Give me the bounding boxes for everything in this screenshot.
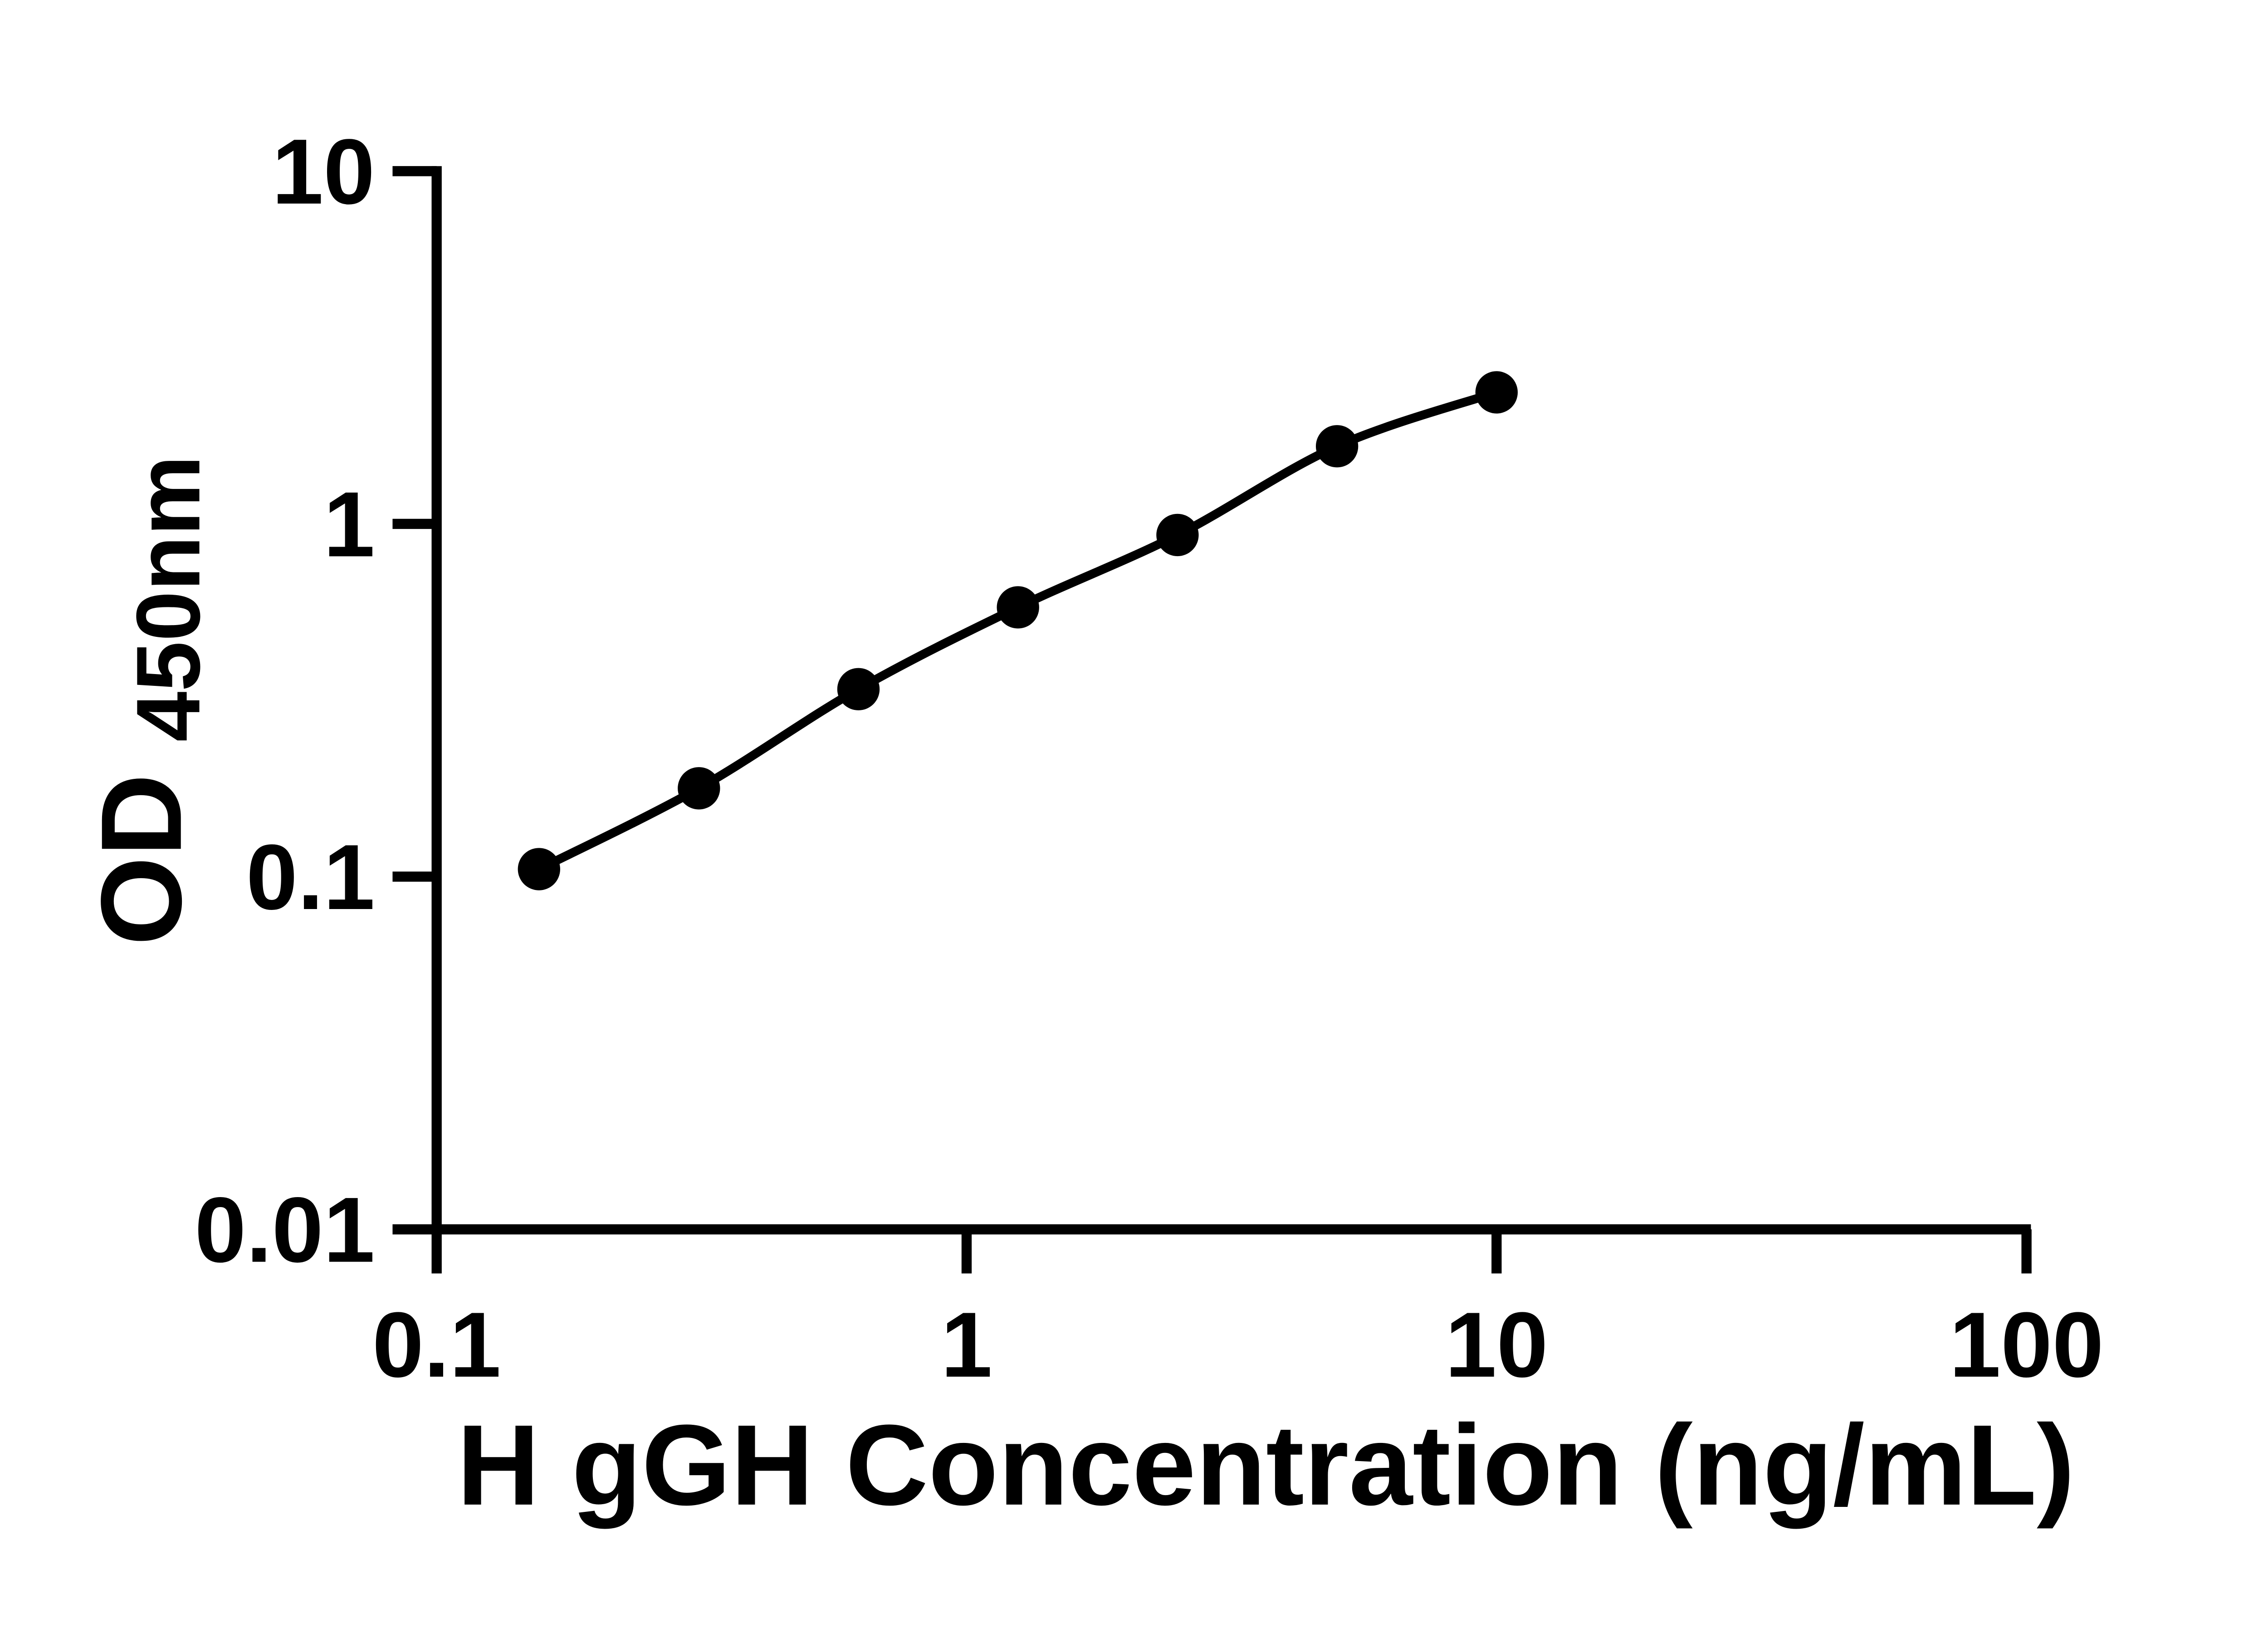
- x-tick-label: 100: [1949, 1293, 2104, 1397]
- x-axis-title: H gGH Concentration (ng/mL): [457, 1401, 2075, 1529]
- data-point: [1475, 371, 1518, 414]
- data-point: [518, 848, 560, 890]
- data-series: [518, 371, 1518, 890]
- x-tick-label: 1: [941, 1293, 992, 1397]
- y-axis-title-subscript: 450nm: [118, 455, 219, 742]
- data-point: [837, 668, 880, 710]
- x-tick-label: 10: [1445, 1293, 1548, 1397]
- x-axis-ticks: 0.1 1 10 100: [372, 1229, 2104, 1397]
- y-axis-title: OD 450nm: [77, 455, 219, 946]
- y-axis-title-main: OD: [77, 774, 205, 946]
- data-point: [997, 586, 1039, 629]
- data-point: [1315, 425, 1359, 468]
- y-tick-label: 1: [323, 473, 375, 576]
- y-tick-label: 0.01: [195, 1178, 375, 1282]
- y-tick-label: 10: [272, 120, 375, 224]
- data-point: [678, 767, 720, 810]
- y-tick-label: 0.1: [246, 826, 375, 929]
- figure-background: [0, 22, 2268, 1611]
- y-axis-ticks: 10 1 0.1 0.01: [195, 120, 437, 1282]
- x-tick-label: 0.1: [372, 1293, 501, 1397]
- data-point: [1156, 513, 1199, 557]
